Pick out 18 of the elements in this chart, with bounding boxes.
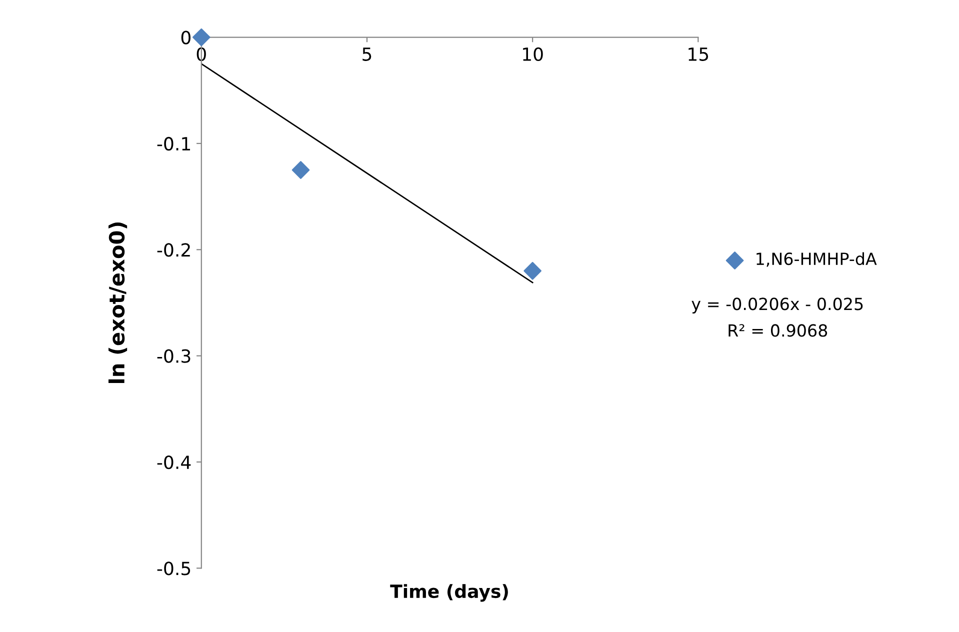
x-axis-title: Time (days) — [390, 584, 508, 602]
x-tick-label: 15 — [688, 48, 708, 61]
text: R² = 0.9068 — [728, 324, 828, 337]
y-tick-label: -0.2 — [157, 243, 190, 257]
y-tick-label: -0.5 — [157, 562, 190, 576]
legend-label: 1,N6-HMHP-dA — [756, 252, 877, 267]
x-tick-label: 5 — [362, 48, 372, 61]
x-tick-label: 0 — [196, 47, 206, 61]
point — [524, 262, 542, 280]
point — [292, 161, 310, 179]
y-tick-label: -0.3 — [157, 349, 190, 363]
point — [192, 28, 210, 46]
annotation: y = -0.0206x - 0.025 — [692, 298, 863, 314]
y-tick-label: -0.1 — [157, 136, 190, 151]
y-tick-label: 0 — [181, 30, 190, 44]
y-axis-title: ln (exot/exo0) — [108, 222, 128, 384]
x-tick-label: 10 — [523, 47, 543, 61]
y-tick-label: -0.4 — [157, 455, 191, 470]
